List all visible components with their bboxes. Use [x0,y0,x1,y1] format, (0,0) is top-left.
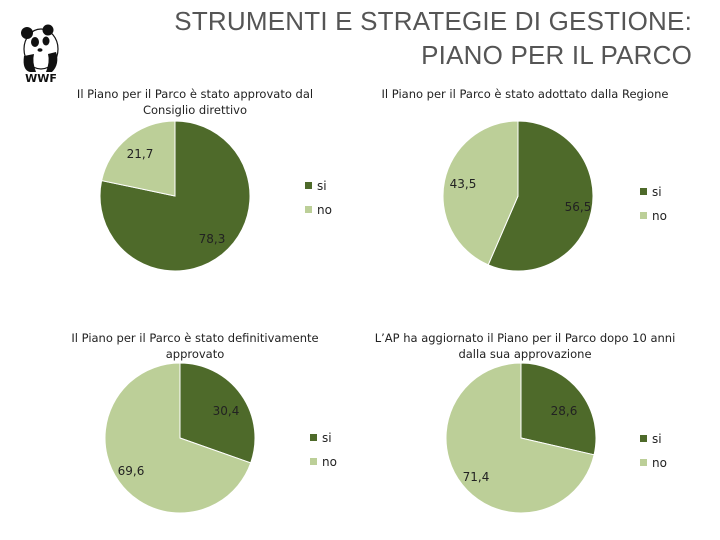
legend-label-no: no [317,203,332,217]
legend-swatch-si [640,188,647,195]
pie-chart-1: 78,3 21,7 si no [99,120,332,272]
pie-slice-no [442,120,519,266]
legend-swatch-no [640,212,647,219]
legend-label-si: si [322,431,332,445]
legend-swatch-no [640,459,647,466]
pie-chart-2: 56,5 43,5 si no [442,120,667,272]
chart-3-title-line-1: Il Piano per il Parco è stato definitiva… [71,331,319,345]
page-title: STRUMENTI E STRATEGIE DI GESTIONE: PIANO… [92,4,692,72]
legend-swatch-si [310,434,317,441]
data-label-no: 21,7 [127,147,154,161]
chart-4-title: L’AP ha aggiornato il Piano per il Parco… [360,330,690,362]
pie-slice-no [104,362,252,514]
page-title-line-2: PIANO PER IL PARCO [421,40,692,70]
legend-label-no: no [652,456,667,470]
data-label-si: 78,3 [199,232,226,246]
chart-1-title-line-2: Consiglio direttivo [142,103,248,117]
legend-swatch-no [305,206,312,213]
data-label-si: 30,4 [213,404,240,418]
pie-slice-si [520,362,597,456]
pie-slice-si [179,362,256,464]
wwf-logo: WWF [21,24,59,84]
pie-slice-si [487,120,594,272]
page-title-line-1: STRUMENTI E STRATEGIE DI GESTIONE: [174,6,692,36]
legend: si no [640,185,667,223]
data-label-no: 71,4 [463,470,490,484]
logo-text: WWF [25,72,57,84]
chart-4-title-line-1: L’AP ha aggiornato il Piano per il Parco… [374,331,676,345]
pie-slice-no [101,120,176,197]
legend-label-no: no [322,455,337,469]
legend-swatch-si [305,182,312,189]
legend-swatch-si [640,435,647,442]
legend-label-si: si [652,432,662,446]
chart-1-title: Il Piano per il Parco è stato approvato … [50,86,340,118]
legend: si no [640,432,667,470]
legend-label-si: si [317,179,327,193]
data-label-no: 69,6 [118,464,145,478]
legend-swatch-no [310,458,317,465]
chart-2-title-line-1: Il Piano per il Parco è stato adottato d… [381,87,669,101]
panda-icon [21,24,59,72]
legend: si no [310,431,337,469]
pie-slice-no [445,362,595,514]
chart-3-title-line-2: approvato [165,347,225,361]
chart-4-title-line-2: dalla sua approvazione [458,347,592,361]
chart-3-title: Il Piano per il Parco è stato definitiva… [50,330,340,362]
pie-slice-si [99,120,251,272]
pie-chart-4: 28,6 71,4 si no [445,362,667,514]
data-label-si: 28,6 [551,404,578,418]
legend-label-no: no [652,209,667,223]
legend-label-si: si [652,185,662,199]
chart-2-title: Il Piano per il Parco è stato adottato d… [370,86,680,102]
pie-chart-3: 30,4 69,6 si no [104,362,337,514]
legend: si no [305,179,332,217]
chart-1-title-line-1: Il Piano per il Parco è stato approvato … [76,87,314,101]
data-label-si: 56,5 [565,200,592,214]
data-label-no: 43,5 [450,177,477,191]
